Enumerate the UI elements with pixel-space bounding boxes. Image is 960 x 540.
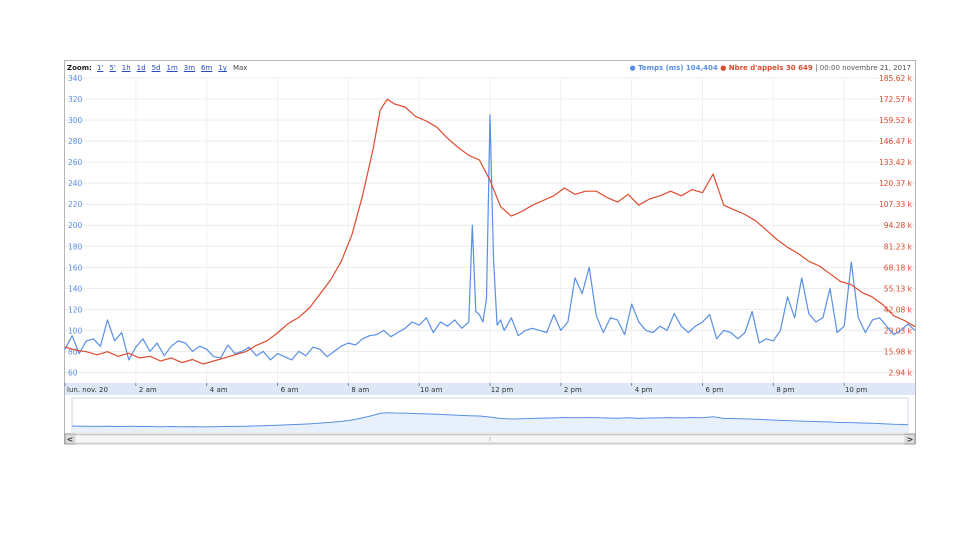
right-tick-label: 159.52 k bbox=[879, 116, 913, 125]
right-tick-label: 146.47 k bbox=[879, 137, 913, 146]
x-tick-label: 10 am bbox=[420, 386, 442, 394]
legend-separator: | bbox=[815, 64, 820, 72]
zoom-option-6[interactable]: 3m bbox=[183, 64, 196, 72]
zoom-option-2[interactable]: 1h bbox=[121, 64, 131, 72]
zoom-option-9[interactable]: Max bbox=[232, 64, 248, 72]
legend-dot-appels: ● bbox=[720, 64, 729, 72]
right-tick-label: 15.98 k bbox=[884, 347, 913, 356]
left-tick-label: 240 bbox=[68, 179, 83, 188]
right-tick-label: 107.33 k bbox=[879, 200, 913, 209]
x-tick-label: 4 am bbox=[210, 386, 228, 394]
left-tick-label: 140 bbox=[68, 284, 83, 293]
x-tick-label: 10 pm bbox=[845, 386, 868, 394]
x-tick-label: 8 am bbox=[351, 386, 369, 394]
zoom-label: Zoom: bbox=[67, 64, 92, 72]
left-tick-label: 80 bbox=[68, 347, 78, 356]
left-tick-label: 160 bbox=[68, 263, 83, 272]
left-tick-label: 60 bbox=[68, 368, 78, 377]
right-tick-label: 120.37 k bbox=[879, 179, 913, 188]
legend-temps: Temps (ms) 104,404 bbox=[638, 64, 718, 72]
zoom-option-0[interactable]: 1' bbox=[97, 64, 104, 72]
zoom-option-3[interactable]: 1d bbox=[136, 64, 146, 72]
left-tick-label: 320 bbox=[68, 95, 83, 104]
left-tick-label: 120 bbox=[68, 305, 83, 314]
x-tick-label: 2 pm bbox=[564, 386, 582, 394]
left-tick-label: 200 bbox=[68, 221, 83, 230]
left-tick-label: 180 bbox=[68, 242, 83, 251]
chart-toolbar: Zoom: 1' 5' 1h 1d 5d 1m 3m 6m 1y Max ● Temps (ms)… bbox=[65, 61, 915, 75]
left-tick-label: 300 bbox=[68, 116, 83, 125]
x-tick-label: 8 pm bbox=[776, 386, 794, 394]
left-tick-label: 340 bbox=[68, 74, 83, 83]
zoom-option-8[interactable]: 1y bbox=[218, 64, 227, 72]
zoom-option-5[interactable]: 1m bbox=[166, 64, 178, 72]
right-tick-label: 172.57 k bbox=[879, 95, 913, 104]
scroll-left-arrow: < bbox=[67, 435, 74, 444]
left-tick-label: 220 bbox=[68, 200, 83, 209]
x-tick-label: 4 pm bbox=[635, 386, 653, 394]
legend-dot-temps: ● bbox=[629, 64, 639, 72]
series-line-1 bbox=[64, 98, 916, 365]
right-tick-label: 68.18 k bbox=[884, 263, 913, 272]
legend-appels: Nbre d'appels 30 649 bbox=[728, 64, 813, 72]
zoom-options: 1' 5' 1h 1d 5d 1m 3m 6m 1y Max bbox=[97, 61, 253, 75]
series-line-0 bbox=[64, 114, 916, 361]
right-tick-label: 133.42 k bbox=[879, 158, 913, 167]
left-tick-label: 280 bbox=[68, 137, 83, 146]
right-tick-label: 29.03 k bbox=[884, 326, 913, 335]
x-tick-label: 2 am bbox=[139, 386, 157, 394]
legend: ● Temps (ms) 104,404 ● Nbre d'appels 30 … bbox=[630, 61, 911, 75]
navigator-area bbox=[72, 412, 908, 432]
scroll-right-arrow: > bbox=[907, 435, 914, 444]
left-tick-label: 100 bbox=[68, 326, 83, 335]
x-tick-label: 12 pm bbox=[491, 386, 514, 394]
zoom-option-7[interactable]: 6m bbox=[201, 64, 213, 72]
legend-date: 00:00 novembre 21, 2017 bbox=[819, 64, 911, 72]
right-tick-label: 55.13 k bbox=[884, 284, 913, 293]
right-tick-label: 42.08 k bbox=[884, 305, 913, 314]
left-tick-label: 260 bbox=[68, 158, 83, 167]
zoom-option-1[interactable]: 5' bbox=[109, 64, 116, 72]
x-tick-label: lun. nov. 20 bbox=[67, 386, 108, 394]
right-tick-label: 94.28 k bbox=[884, 221, 913, 230]
x-tick-label: 6 pm bbox=[706, 386, 724, 394]
x-tick-label: 6 am bbox=[281, 386, 299, 394]
right-tick-label: 2.94 k bbox=[889, 368, 913, 377]
zoom-option-4[interactable]: 5d bbox=[151, 64, 161, 72]
right-tick-label: 185.62 k bbox=[879, 74, 913, 83]
navigator-line bbox=[71, 412, 909, 428]
right-tick-label: 81.23 k bbox=[884, 242, 913, 251]
